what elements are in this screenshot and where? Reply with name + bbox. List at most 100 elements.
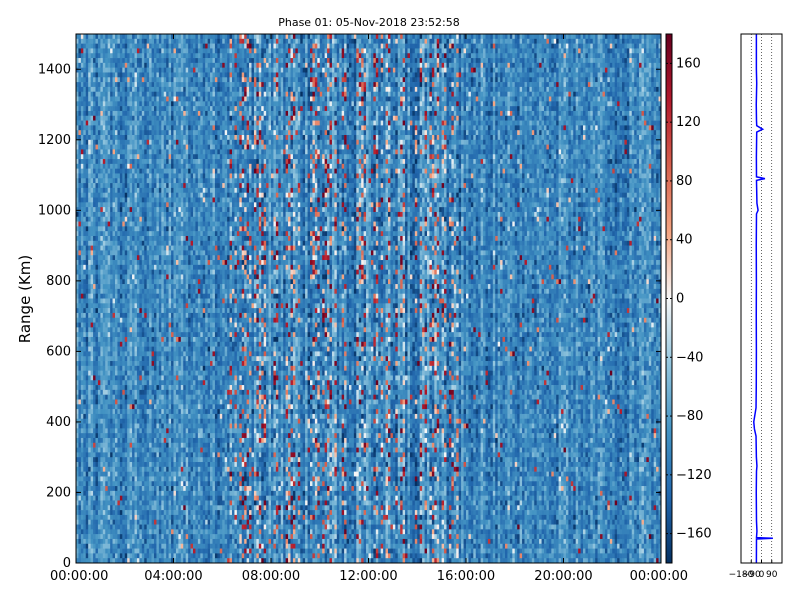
heatmap-cell [120, 544, 123, 549]
heatmap-cell [100, 39, 103, 44]
heatmap-cell [147, 553, 150, 558]
heatmap-cell [115, 101, 118, 106]
heatmap-cell [149, 361, 152, 366]
heatmap-cell [169, 193, 172, 198]
heatmap-cell [181, 44, 184, 49]
heatmap-cell [96, 226, 99, 231]
heatmap-cell [183, 525, 186, 530]
heatmap-cell [125, 231, 128, 236]
heatmap-cell [135, 222, 138, 227]
heatmap-cell [178, 178, 181, 183]
heatmap-cell [176, 361, 179, 366]
heatmap-cell [181, 260, 184, 265]
heatmap-cell [166, 279, 169, 284]
heatmap-cell [176, 202, 179, 207]
heatmap-cell [181, 438, 184, 443]
heatmap-cell [139, 385, 142, 390]
heatmap-cell [103, 318, 106, 323]
heatmap-cell [176, 274, 179, 279]
heatmap-cell [137, 327, 140, 332]
heatmap-cell [147, 97, 150, 102]
heatmap-cell [169, 250, 172, 255]
heatmap-cell [161, 289, 164, 294]
heatmap-cell [93, 351, 96, 356]
heatmap-cell [139, 270, 142, 275]
heatmap-cell [159, 467, 162, 472]
heatmap-cell [122, 87, 125, 92]
heatmap-cell [171, 198, 174, 203]
heatmap-cell [130, 222, 133, 227]
heatmap-cell [100, 438, 103, 443]
heatmap-cell [169, 327, 172, 332]
heatmap-cell [110, 433, 113, 438]
heatmap-cell [96, 34, 99, 39]
heatmap-cell [120, 159, 123, 164]
heatmap-cell [130, 250, 133, 255]
heatmap-cell [149, 121, 152, 126]
heatmap-cell [88, 159, 91, 164]
heatmap-cell [156, 496, 159, 501]
heatmap-cell [130, 347, 133, 352]
heatmap-cell [115, 399, 118, 404]
heatmap-cell [78, 193, 81, 198]
heatmap-cell [81, 169, 84, 174]
heatmap-cell [110, 82, 113, 87]
heatmap-cell [161, 529, 164, 534]
heatmap-cell [122, 289, 125, 294]
heatmap-cell [164, 428, 167, 433]
heatmap-cell [122, 164, 125, 169]
heatmap-cell [144, 399, 147, 404]
heatmap-cell [159, 87, 162, 92]
heatmap-cell [81, 496, 84, 501]
heatmap-cell [127, 457, 130, 462]
heatmap-cell [156, 188, 159, 193]
heatmap-cell [98, 68, 101, 73]
heatmap-cell [115, 255, 118, 260]
heatmap-cell [147, 173, 150, 178]
heatmap-cell [127, 525, 130, 530]
heatmap-cell [130, 87, 133, 92]
heatmap-cell [91, 424, 94, 429]
heatmap-cell [169, 217, 172, 222]
heatmap-cell [171, 217, 174, 222]
heatmap-cell [127, 452, 130, 457]
heatmap-cell [152, 467, 155, 472]
heatmap-cell [78, 178, 81, 183]
heatmap-cell [176, 265, 179, 270]
heatmap-cell [147, 159, 150, 164]
heatmap-cell [96, 173, 99, 178]
heatmap-cell [105, 48, 108, 53]
heatmap-cell [86, 212, 89, 217]
heatmap-cell [186, 68, 189, 73]
heatmap-cell [147, 82, 150, 87]
heatmap-cell [93, 193, 96, 198]
heatmap-cell [132, 520, 135, 525]
heatmap-cell [98, 164, 101, 169]
heatmap-cell [122, 496, 125, 501]
heatmap-cell [78, 539, 81, 544]
heatmap-cell [132, 111, 135, 116]
heatmap-cell [159, 145, 162, 150]
heatmap-cell [108, 154, 111, 159]
heatmap-cell [96, 140, 99, 145]
heatmap-cell [149, 101, 152, 106]
heatmap-cell [125, 395, 128, 400]
heatmap-cell [130, 125, 133, 130]
heatmap-cell [120, 97, 123, 102]
heatmap-cell [103, 332, 106, 337]
heatmap-cell [125, 371, 128, 376]
heatmap-cell [159, 207, 162, 212]
heatmap-cell [174, 135, 177, 140]
heatmap-cell [81, 366, 84, 371]
heatmap-cell [159, 303, 162, 308]
heatmap-cell [164, 58, 167, 63]
heatmap-cell [132, 414, 135, 419]
heatmap-cell [98, 486, 101, 491]
heatmap-cell [156, 289, 159, 294]
heatmap-cell [115, 549, 118, 554]
heatmap-cell [161, 308, 164, 313]
heatmap-cell [105, 63, 108, 68]
heatmap-cell [127, 539, 130, 544]
heatmap-cell [159, 284, 162, 289]
heatmap-cell [105, 39, 108, 44]
